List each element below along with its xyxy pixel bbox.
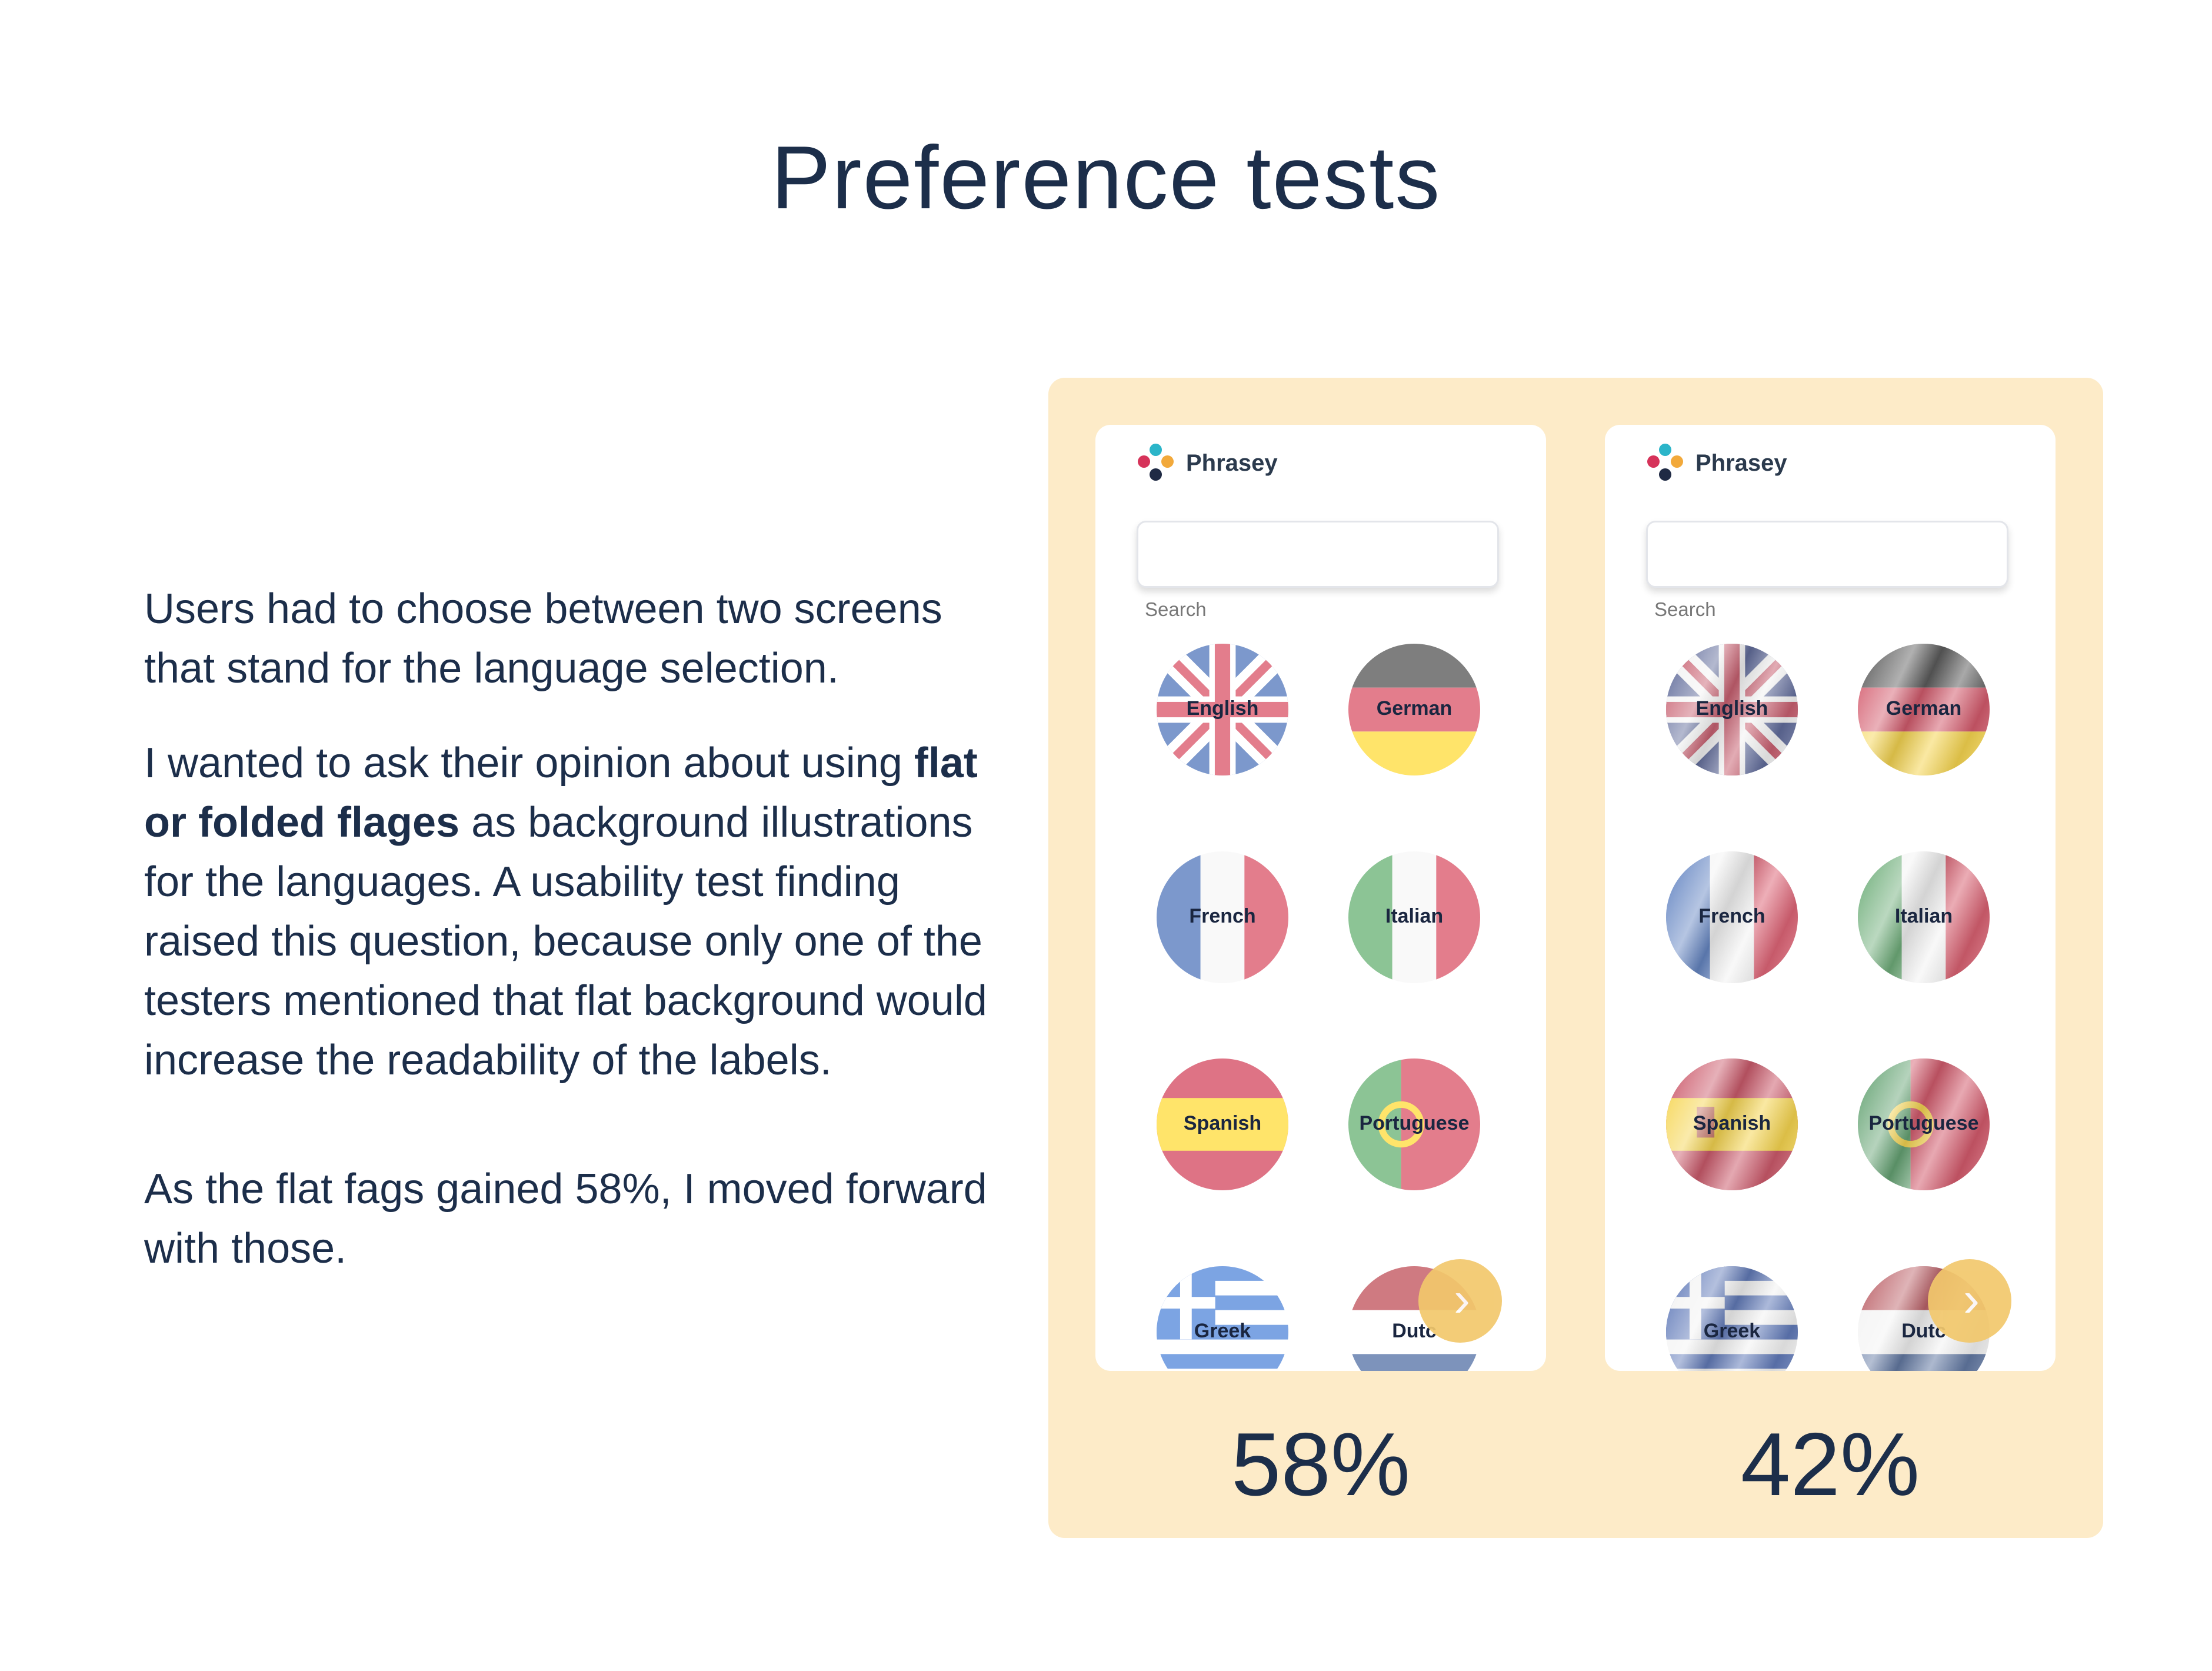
- language-label: French: [1189, 905, 1256, 927]
- search-label: Search: [1654, 598, 1716, 620]
- description-text: Users had to choose between two screens …: [144, 580, 991, 1314]
- next-button[interactable]: ›: [1928, 1259, 2011, 1343]
- search-input[interactable]: [1137, 521, 1499, 588]
- language-label: Spanish: [1183, 1112, 1262, 1134]
- next-button[interactable]: ›: [1418, 1259, 1502, 1343]
- paragraph-question-emphasis: flat or folded flages: [144, 740, 978, 846]
- chevron-right-icon: ›: [1963, 1271, 1980, 1327]
- result-flat-percentage: 58%: [1231, 1414, 1411, 1514]
- language-label: German: [1885, 697, 1962, 720]
- flag-english-icon[interactable]: [1666, 644, 1798, 775]
- language-label: German: [1376, 697, 1453, 720]
- language-label: Portuguese: [1359, 1112, 1470, 1134]
- flag-french-icon[interactable]: [1666, 851, 1798, 983]
- flag-english-icon[interactable]: [1157, 644, 1288, 775]
- flag-spanish-icon[interactable]: [1666, 1058, 1798, 1190]
- paragraph-question: I wanted to ask their opinion about usin…: [144, 734, 991, 1090]
- language-label: English: [1186, 697, 1259, 720]
- preference-test-panel: Phrasey Search English German F: [1048, 378, 2103, 1538]
- language-label: Portuguese: [1868, 1112, 1979, 1134]
- flag-spanish-icon[interactable]: [1157, 1058, 1288, 1190]
- language-label: Greek: [1703, 1320, 1761, 1342]
- phrasey-logo-icon: [1646, 444, 1685, 482]
- app-header: Phrasey: [1137, 444, 1278, 482]
- flag-italian-icon[interactable]: [1858, 851, 1990, 983]
- search-label: Search: [1145, 598, 1207, 620]
- language-label: French: [1698, 905, 1765, 927]
- screen-flat-flags[interactable]: Phrasey Search English German F: [1095, 425, 1546, 1371]
- paragraph-question-end: as background illustrations for the lang…: [144, 799, 987, 1084]
- flag-greek-icon[interactable]: [1666, 1266, 1798, 1371]
- paragraph-question-start: I wanted to ask their opinion about usin…: [144, 740, 914, 787]
- phrasey-logo-icon: [1137, 444, 1175, 482]
- page-title: Preference tests: [771, 128, 1441, 228]
- screen-folded-flags[interactable]: Phrasey Search: [1605, 425, 2056, 1371]
- paragraph-intro: Users had to choose between two screens …: [144, 585, 942, 692]
- language-label: English: [1695, 697, 1768, 720]
- flag-greek-icon[interactable]: [1157, 1266, 1288, 1371]
- result-folded-percentage: 42%: [1740, 1414, 1920, 1514]
- app-name: Phrasey: [1695, 450, 1787, 476]
- language-label: Greek: [1194, 1320, 1251, 1342]
- app-name: Phrasey: [1186, 450, 1278, 476]
- search-input[interactable]: [1646, 521, 2008, 588]
- language-label: Italian: [1385, 905, 1444, 927]
- language-label: Spanish: [1693, 1112, 1771, 1134]
- app-header: Phrasey: [1646, 444, 1787, 482]
- language-label: Italian: [1894, 905, 1953, 927]
- flag-portuguese-icon[interactable]: [1858, 1058, 1990, 1190]
- paragraph-conclusion: As the flat fags gained 58%, I moved for…: [144, 1166, 987, 1272]
- flag-german-icon[interactable]: [1858, 644, 1990, 775]
- chevron-right-icon: ›: [1454, 1271, 1470, 1327]
- flag-french-icon[interactable]: [1157, 851, 1288, 983]
